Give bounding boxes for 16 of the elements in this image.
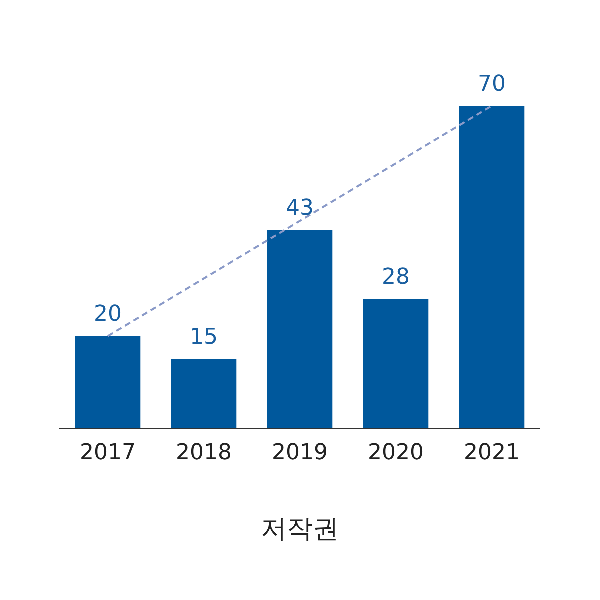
x-tick-label: 2017	[80, 440, 136, 466]
bar	[363, 299, 429, 428]
data-label: 15	[190, 325, 218, 350]
x-axis-title: 저작권	[261, 514, 339, 544]
data-label: 70	[478, 72, 506, 97]
bar	[171, 359, 237, 428]
data-label: 43	[286, 196, 314, 222]
x-tick-label: 2018	[176, 440, 232, 466]
data-label: 20	[94, 302, 122, 328]
bar	[459, 106, 525, 428]
x-tick-label: 2020	[368, 440, 424, 466]
data-label: 28	[382, 265, 410, 290]
x-tick-label: 2019	[272, 440, 328, 466]
x-tick-label: 2021	[464, 440, 520, 466]
bar	[267, 230, 333, 428]
bar	[75, 336, 141, 428]
